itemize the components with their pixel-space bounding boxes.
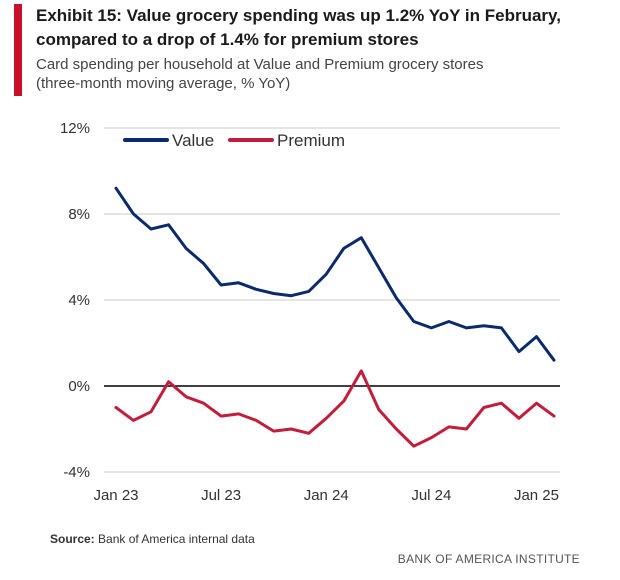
brand-footer: BANK OF AMERICA INSTITUTE (397, 552, 580, 566)
y-tick-label: -4% (63, 464, 90, 481)
x-tick-label: Jan 23 (93, 487, 138, 504)
x-tick-label: Jan 25 (514, 487, 559, 504)
x-tick-label: Jul 24 (411, 487, 451, 504)
source-label: Source: (50, 532, 95, 546)
chart-subtitle: Card spending per household at Value and… (36, 55, 606, 93)
y-tick-label: 12% (60, 120, 90, 137)
chart-subtitle-line-2: (three-month moving average, % YoY) (36, 75, 291, 92)
series-line-premium (114, 369, 556, 448)
chart-title-line-1: Exhibit 15: Value grocery spending was u… (36, 6, 561, 25)
title-accent-bar (14, 4, 22, 96)
y-tick-label: 4% (68, 292, 90, 309)
x-tick-label: Jan 24 (304, 487, 349, 504)
y-tick-label: 0% (68, 378, 90, 395)
y-tick-label: 8% (68, 206, 90, 223)
legend-label-value: Value (172, 131, 214, 150)
legend-label-premium: Premium (277, 131, 345, 150)
series-line-value (114, 186, 556, 362)
chart-subtitle-line-1: Card spending per household at Value and… (36, 56, 484, 73)
x-tick-label: Jul 23 (201, 487, 241, 504)
chart-title-line-2: compared to a drop of 1.4% for premium s… (36, 30, 419, 49)
chart-title: Exhibit 15: Value grocery spending was u… (36, 4, 606, 52)
source-text: Bank of America internal data (98, 532, 255, 546)
source-note: Source: Bank of America internal data (50, 532, 255, 546)
